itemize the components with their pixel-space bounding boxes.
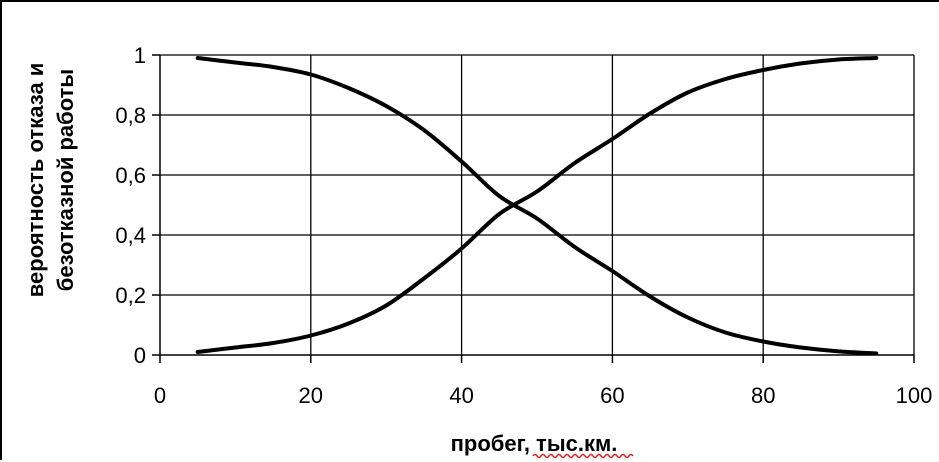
x-tick-label-1: 20 (299, 383, 323, 408)
x-tick-label-3: 60 (600, 383, 624, 408)
x-tick-label-4: 80 (751, 383, 775, 408)
x-tick-label-2: 40 (449, 383, 473, 408)
x-tick-label-5: 100 (896, 383, 933, 408)
y-tick-label-0: 0 (134, 343, 146, 368)
series-line-1 (195, 56, 879, 354)
axes-layer (152, 54, 915, 363)
y-tick-label-1: 0,2 (115, 283, 146, 308)
y-tick-label-4: 0,8 (115, 103, 146, 128)
y-axis-title-line2: безотказной работы (53, 69, 78, 291)
spellcheck-underline (532, 453, 634, 459)
grid-layer (160, 54, 915, 355)
series-layer (195, 56, 879, 356)
y-axis-title-line1: вероятность отказа и (23, 63, 48, 297)
y-tick-label-2: 0,4 (115, 223, 146, 248)
series-line-0 (195, 56, 879, 356)
x-axis-title: пробег, тыс.км. (451, 431, 618, 456)
y-tick-label-3: 0,6 (115, 163, 146, 188)
tick-labels: 0 0,2 0,4 0,6 0,8 1 0 20 40 60 80 100 (115, 43, 932, 408)
x-tick-label-0: 0 (154, 383, 166, 408)
y-tick-label-5: 1 (134, 43, 146, 68)
